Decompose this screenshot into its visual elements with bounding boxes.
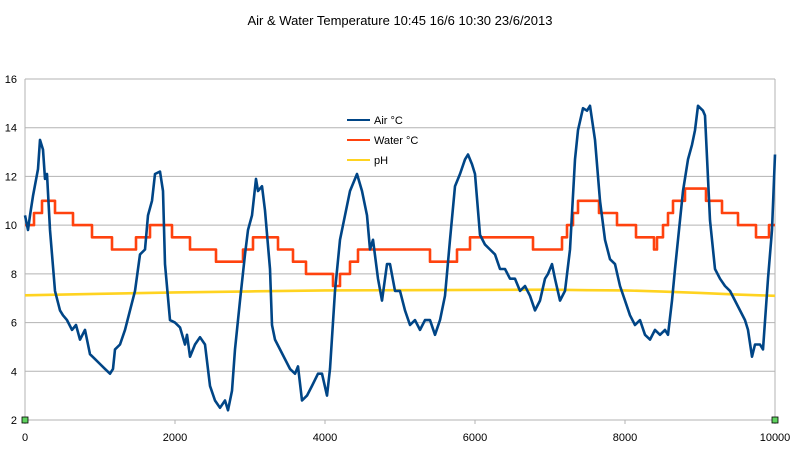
x-tick-label: 0 — [22, 432, 28, 444]
series-line-airc — [23, 104, 777, 412]
y-tick-label: 16 — [5, 74, 17, 86]
x-tick-label: 2000 — [163, 432, 187, 444]
x-tick-label: 8000 — [613, 432, 637, 444]
series-line-ph — [24, 288, 776, 298]
y-tick-label: 12 — [5, 171, 17, 183]
legend-label: pH — [374, 155, 388, 167]
selection-handle-right[interactable] — [771, 416, 779, 424]
y-tick-label: 10 — [5, 220, 17, 232]
y-tick-label: 8 — [11, 269, 17, 281]
legend-label: Water °C — [374, 135, 418, 147]
legend-label: Air °C — [374, 115, 403, 127]
x-tick-label: 4000 — [313, 432, 337, 444]
y-tick-label: 6 — [11, 318, 17, 330]
y-tick-label: 2 — [11, 415, 17, 427]
series-layer — [23, 104, 777, 412]
axes: 2 4 6 8 10 12 14 16 0 2000 4000 6000 8000 10000 — [5, 74, 791, 444]
selection-handle-left[interactable] — [21, 416, 29, 424]
legend: Air °C Water °C pH — [347, 115, 418, 167]
y-tick-label: 14 — [5, 123, 17, 135]
x-tick-label: 6000 — [463, 432, 487, 444]
chart-title: Air & Water Temperature 10:45 16/6 10:30… — [248, 13, 553, 28]
x-tick-label: 10000 — [760, 432, 791, 444]
series-line-waterc — [25, 187, 775, 288]
y-tick-label: 4 — [11, 366, 17, 378]
